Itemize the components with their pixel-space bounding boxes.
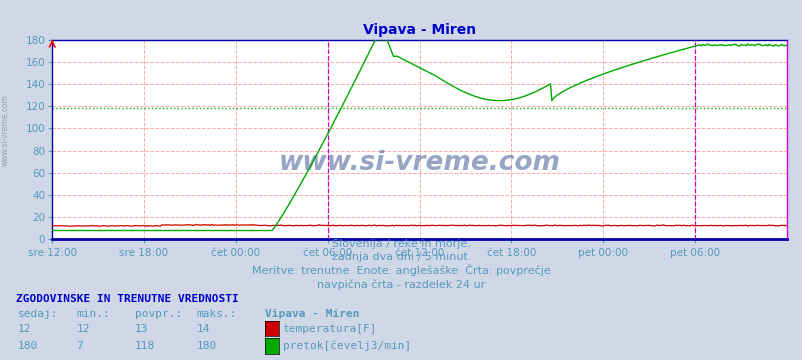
Text: www.si-vreme.com: www.si-vreme.com [1,94,10,166]
Text: sedaj:: sedaj: [18,309,58,319]
Text: Vipava - Miren: Vipava - Miren [265,309,359,319]
Text: zadnja dva dni / 5 minut.: zadnja dva dni / 5 minut. [331,252,471,262]
Title: Vipava - Miren: Vipava - Miren [363,23,476,37]
Text: 180: 180 [18,341,38,351]
Text: maks.:: maks.: [196,309,237,319]
Text: ZGODOVINSKE IN TRENUTNE VREDNOSTI: ZGODOVINSKE IN TRENUTNE VREDNOSTI [16,294,238,304]
Text: www.si-vreme.com: www.si-vreme.com [278,150,560,176]
Text: navpična črta - razdelek 24 ur: navpična črta - razdelek 24 ur [317,279,485,290]
Text: povpr.:: povpr.: [135,309,182,319]
Text: min.:: min.: [76,309,110,319]
Text: pretok[čevelj3/min]: pretok[čevelj3/min] [282,341,411,351]
Text: 180: 180 [196,341,217,351]
Text: Slovenija / reke in morje.: Slovenija / reke in morje. [332,239,470,249]
Text: 12: 12 [76,324,90,334]
Text: 118: 118 [135,341,155,351]
Text: 14: 14 [196,324,210,334]
Text: 13: 13 [135,324,148,334]
Text: temperatura[F]: temperatura[F] [282,324,377,334]
Text: 12: 12 [18,324,31,334]
Text: Meritve: trenutne  Enote: anglešaške  Črta: povprečje: Meritve: trenutne Enote: anglešaške Črta… [252,264,550,276]
Text: 7: 7 [76,341,83,351]
